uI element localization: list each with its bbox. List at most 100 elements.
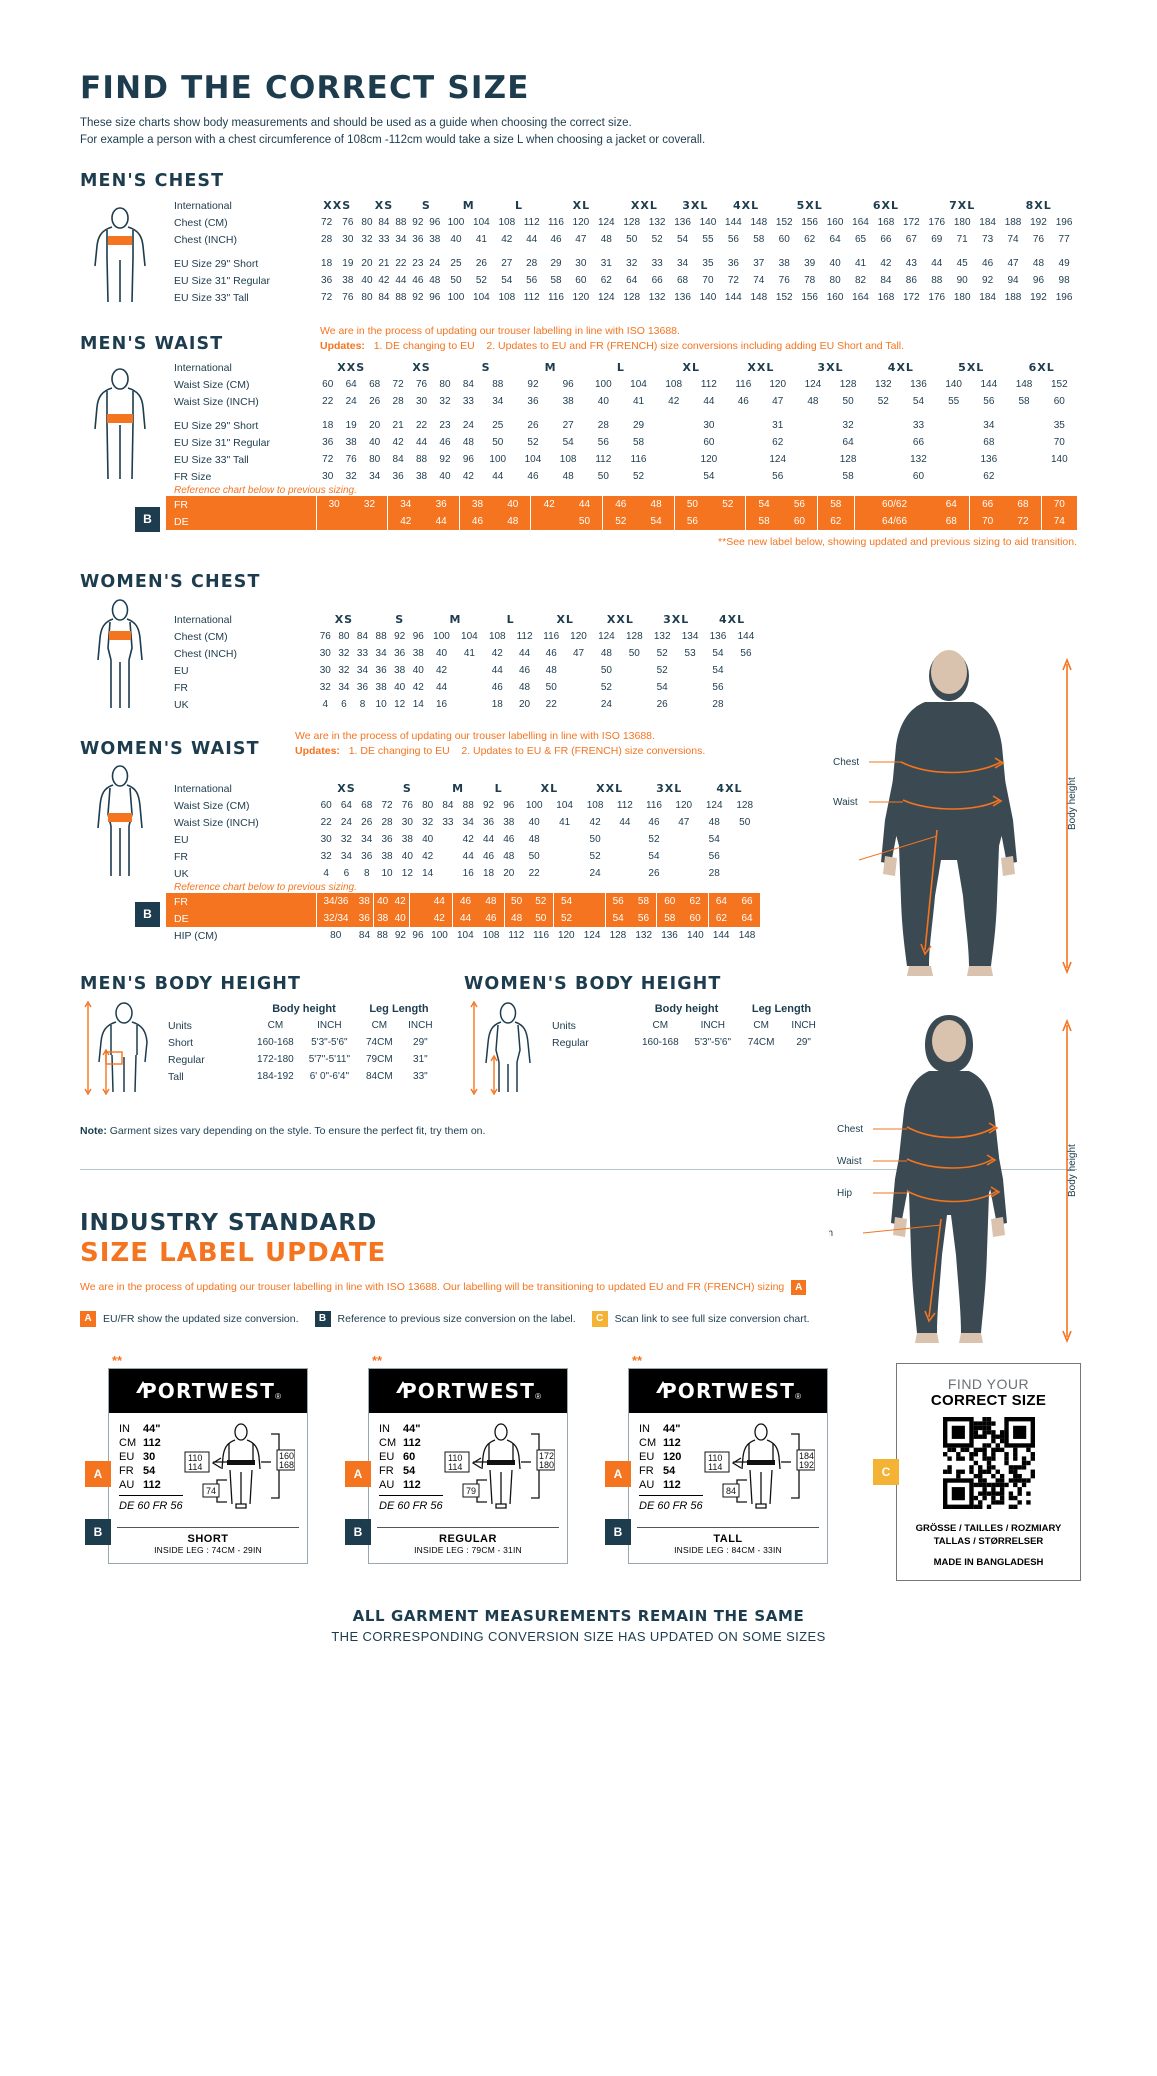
reference-row-label: DE [166, 513, 316, 530]
size-group-header: XL [682, 361, 701, 374]
reference-cell: 60 [781, 513, 818, 530]
mens-chest-table: International XXS XS S M L XL XXL 3XL 4XL 5XL 6XL 7X… [166, 197, 1077, 306]
table-cell: 42 [435, 665, 448, 676]
table-cell [732, 696, 760, 713]
table-cell: 148 [1015, 379, 1033, 390]
table-cell: 120 [700, 454, 718, 465]
table-cell: 40 [369, 437, 381, 448]
table-cell: 32 [361, 234, 373, 245]
table-cell: 46 [439, 437, 451, 448]
table-cell: 52 [600, 682, 612, 693]
update-2-w: 2. Updates to EU & FR (FRENCH) size conv… [461, 745, 706, 757]
table-cell: 160 [826, 292, 844, 303]
bh-cell: 160-168 [641, 1037, 679, 1048]
badge-a-inline: A [791, 1280, 807, 1295]
table-cell: 84 [358, 930, 371, 941]
table-cell: 32 [340, 834, 352, 845]
table-cell: 104 [473, 292, 490, 303]
table-cell: 36 [482, 817, 495, 828]
table-row: Waist Size (INCH) 22 24 26 28 30 32 33 34 36 38 40 4… [166, 814, 760, 831]
table-row: UK 4 6 8 10 12 14 16 18 20 22 24 26 28 [166, 696, 760, 713]
table-cell: 128 [839, 454, 857, 465]
table-cell: 76 [342, 292, 354, 303]
reference-cell: 74 [1040, 513, 1077, 530]
table-cell [866, 451, 901, 468]
table-cell: 26 [361, 817, 373, 828]
table-cell: 69 [931, 234, 943, 245]
table-row: Waist Size (CM) 60 64 68 72 76 80 84 88 92 96 100 10… [166, 797, 760, 814]
table-cell: 16 [462, 868, 474, 879]
table-cell: 40 [412, 665, 424, 676]
reference-cell: 54 [604, 910, 631, 927]
row-label: UK [174, 698, 189, 711]
table-cell: 44 [415, 437, 428, 448]
reference-cell: 64/66 [854, 513, 934, 530]
size-group-header: S [395, 613, 405, 626]
table-cell: 20 [519, 699, 531, 710]
model-illustrations: Chest Waist Leg Length Body height [779, 650, 1079, 1356]
table-cell: 52 [589, 851, 601, 862]
card-stars: ** [372, 1353, 383, 1368]
size-group-header: XXS [337, 361, 366, 374]
updates-label-w: Updates: [295, 745, 340, 757]
table-cell: 172 [903, 292, 920, 303]
size-spec-row: CM 112 [379, 1436, 443, 1450]
table-cell: 40 [829, 258, 841, 269]
table-cell: 124 [583, 930, 601, 941]
size-group-header: XXL [596, 782, 624, 795]
table-cell: 54 [501, 275, 513, 286]
table-cell: 56 [740, 648, 752, 659]
table-cell: 56 [526, 275, 538, 286]
table-cell: 120 [675, 800, 693, 811]
table-row: EU Size 29" Short 18 19 20 21 22 23 24 25 26 27 28 2… [166, 255, 1077, 272]
table-cell: 62 [772, 437, 784, 448]
table-cell: 21 [378, 258, 390, 269]
table-cell: 94 [1007, 275, 1019, 286]
table-cell: 50 [545, 682, 557, 693]
size-group-header: 4XL [716, 782, 743, 795]
table-cell: 6 [341, 699, 347, 710]
table-cell [726, 434, 760, 451]
table-cell: 50 [600, 665, 612, 676]
table-cell: 88 [492, 379, 504, 390]
womens-waist-table: International XS S M L XL XXL 3XL 4XL Waist Size … [166, 780, 760, 882]
table-cell: 40 [439, 471, 451, 482]
table-cell: 84 [378, 292, 390, 303]
table-cell: 28 [392, 396, 404, 407]
reference-cell: 34/36 [315, 893, 356, 910]
table-cell: 18 [491, 699, 503, 710]
reference-cell: 56 [630, 910, 657, 927]
spec-value: 112 [663, 1479, 681, 1491]
table-cell: 35 [702, 258, 714, 269]
table-cell: 46 [737, 396, 749, 407]
qr-card-wrap: FIND YOUR CORRECT SIZE GRÖSSE / TAILLES / … [873, 1363, 1081, 1581]
badge-b-womens-waist: B [135, 902, 160, 927]
table-cell: 60 [322, 379, 334, 390]
table-cell: 40 [401, 851, 413, 862]
table-cell: 100 [447, 217, 465, 228]
table-cell: 68 [676, 275, 689, 286]
label-figure: 110 114 184 192 84 [703, 1422, 819, 1519]
table-cell: 58 [550, 275, 562, 286]
fig-height-max: 192 [799, 1460, 814, 1470]
table-cell: 62 [804, 234, 816, 245]
table-cell: 108 [586, 800, 604, 811]
row-label: Waist Size (CM) [174, 378, 250, 391]
reference-cell: 52 [602, 513, 639, 530]
legend-text: Reference to previous size conversion on… [337, 1313, 576, 1325]
reference-cell: 50 [566, 513, 603, 530]
table-cell: 32 [626, 258, 638, 269]
table-cell: 136 [709, 631, 727, 642]
reference-cell: 58 [745, 513, 782, 530]
bh-unit-header: INCH [317, 1020, 342, 1031]
table-cell: 47 [772, 396, 784, 407]
size-group-header: M [449, 613, 462, 626]
table-cell: 100 [525, 800, 543, 811]
table-cell: 188 [1004, 217, 1022, 228]
row-label: Chest (INCH) [174, 647, 238, 660]
portwest-logo-icon [395, 1380, 410, 1393]
table-cell: 64 [829, 234, 841, 245]
table-cell: 28 [381, 817, 393, 828]
reference-cell: 62 [682, 893, 709, 910]
industry-standard-section: INDUSTRY STANDARD SIZE LABEL UPDATE We a… [80, 1210, 1081, 1644]
